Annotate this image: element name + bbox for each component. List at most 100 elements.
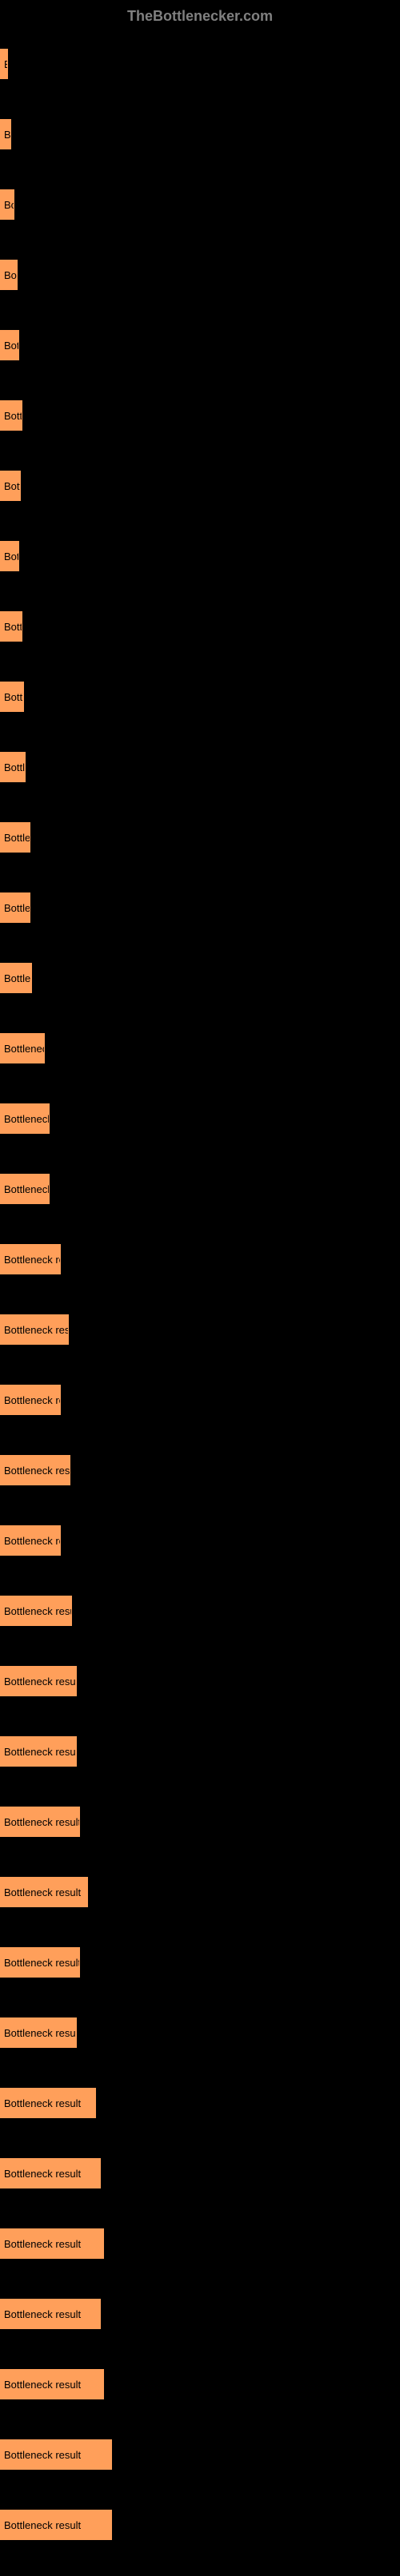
bar: Bottleneck result [0, 892, 30, 923]
bar-row: Bottleneck result [0, 943, 400, 1013]
bar-row: Bottleneck result [0, 873, 400, 943]
bar: Bottleneck result [0, 1947, 80, 1978]
bar: Bottleneck result [0, 1103, 50, 1134]
bar: Bottleneck result [0, 2088, 96, 2118]
bar-label: Bottleneck result [4, 1183, 50, 1195]
bar-label: Bottleneck result [4, 832, 30, 844]
bar: Bottleneck result [0, 1174, 50, 1204]
bar-row: Bottleneck result [0, 1435, 400, 1505]
bar-row: Bottleneck result [0, 2419, 400, 2490]
bar-row: Bottleneck result [0, 2349, 400, 2419]
bar-label: Bottleneck result [4, 1816, 80, 1828]
bar: Bottleneck result [0, 1455, 70, 1485]
bar-label: Bottleneck result [4, 1746, 77, 1758]
bar-row: Bottleneck result [0, 662, 400, 732]
bar: Bottleneck result [0, 2228, 104, 2259]
bar-row: Bottleneck result [0, 2068, 400, 2138]
bar-row: Bottleneck result [0, 1576, 400, 1646]
bar: Bottleneck result [0, 471, 21, 501]
bar-label: Bottleneck result [4, 1465, 70, 1477]
bar-row: Bottleneck result [0, 1224, 400, 1294]
bar-label: Bottleneck result [4, 269, 18, 281]
bar: Bottleneck result [0, 611, 22, 642]
bar-label: Bottleneck result [4, 410, 22, 422]
bar-row: Bottleneck result [0, 2490, 400, 2560]
bar: Bottleneck result [0, 1736, 77, 1767]
bar-row: Bottleneck result [0, 1365, 400, 1435]
bar: Bottleneck result [0, 1666, 77, 1696]
bar: Bottleneck result [0, 119, 11, 149]
bar-row: Bottleneck result [0, 1857, 400, 1927]
header-title: TheBottlenecker.com [127, 8, 273, 24]
bar-chart: Bottleneck result Bottleneck result Bottle… [0, 29, 400, 2576]
bar-row: Bottleneck result [0, 1646, 400, 1716]
bar-row: Bottleneck result [0, 169, 400, 240]
bar-row: Bottleneck result [0, 1787, 400, 1857]
bar-label: Bottleneck result [4, 1394, 61, 1406]
bar: Bottleneck result [0, 822, 30, 853]
bar-label: Bottleneck result [4, 1886, 81, 1898]
bar: Bottleneck result [0, 752, 26, 782]
bar-label: Bottleneck result [4, 551, 19, 563]
bar-label: Bottleneck result [4, 1043, 45, 1055]
bar: Bottleneck result [0, 1877, 88, 1907]
bar-label: Bottleneck result [4, 2449, 81, 2461]
bar-row: Bottleneck result [0, 1083, 400, 1154]
bar-row: Bottleneck result [0, 310, 400, 380]
bar-row: Bottleneck result [0, 1716, 400, 1787]
bar-label: Bottleneck result [4, 1676, 77, 1688]
bar-label: Bottleneck result [4, 1113, 50, 1125]
bar: Bottleneck result [0, 2017, 77, 2048]
bar-row: Bottleneck result [0, 1505, 400, 1576]
bar-label: Bottleneck result [4, 480, 21, 492]
page-header: TheBottlenecker.com [0, 0, 400, 29]
bar-row: Bottleneck result [0, 1294, 400, 1365]
bar-row: Bottleneck result [0, 802, 400, 873]
bar-row: Bottleneck result [0, 29, 400, 99]
bar: Bottleneck result [0, 1596, 72, 1626]
bar: Bottleneck result [0, 2510, 112, 2540]
bar-row: Bottleneck result [0, 2138, 400, 2208]
bar: Bottleneck result [0, 963, 32, 993]
bar-label: Bottleneck result [4, 129, 11, 141]
bar-label: Bottleneck result [4, 2519, 81, 2531]
bar-label: Bottleneck result [4, 2308, 81, 2320]
bar-row: Bottleneck result [0, 591, 400, 662]
bar-label: Bottleneck result [4, 761, 26, 773]
bar-row: Bottleneck result [0, 1998, 400, 2068]
bar: Bottleneck result [0, 1807, 80, 1837]
bar-label: Bottleneck result [4, 2027, 77, 2039]
bar-row: Bottleneck result [0, 521, 400, 591]
bar-row: Bottleneck result [0, 2208, 400, 2279]
bar-row: Bottleneck result [0, 240, 400, 310]
bar-label: Bottleneck result [4, 2097, 81, 2109]
bar-label: Bottleneck result [4, 1605, 72, 1617]
bar-row: Bottleneck result [0, 732, 400, 802]
bar-label: Bottleneck result [4, 2238, 81, 2250]
bar-label: Bottleneck result [4, 691, 24, 703]
bar-label: Bottleneck result [4, 2379, 81, 2391]
bar-row: Bottleneck result [0, 99, 400, 169]
bar-row: Bottleneck result [0, 380, 400, 451]
bar-label: Bottleneck result [4, 972, 32, 984]
bar: Bottleneck result [0, 1314, 69, 1345]
bar-row: Bottleneck result [0, 1013, 400, 1083]
bar-label: Bottleneck result [4, 340, 19, 352]
bar: Bottleneck result [0, 189, 14, 220]
bar: Bottleneck result [0, 330, 19, 360]
bar-label: Bottleneck result [4, 902, 30, 914]
bar: Bottleneck result [0, 260, 18, 290]
bar-label: Bottleneck result [4, 2168, 81, 2180]
bar: Bottleneck result [0, 2439, 112, 2470]
bar-label: Bottleneck result [4, 199, 14, 211]
bar-label: Bottleneck result [4, 1324, 69, 1336]
bar: Bottleneck result [0, 1525, 61, 1556]
bar: Bottleneck result [0, 2299, 101, 2329]
bar: Bottleneck result [0, 2158, 101, 2188]
bar-label: Bottleneck result [4, 1957, 80, 1969]
bar-row: Bottleneck result [0, 2279, 400, 2349]
bar-label: Bottleneck result [4, 621, 22, 633]
bar-row: Bottleneck result [0, 1154, 400, 1224]
bar: Bottleneck result [0, 541, 19, 571]
bar: Bottleneck result [0, 49, 8, 79]
